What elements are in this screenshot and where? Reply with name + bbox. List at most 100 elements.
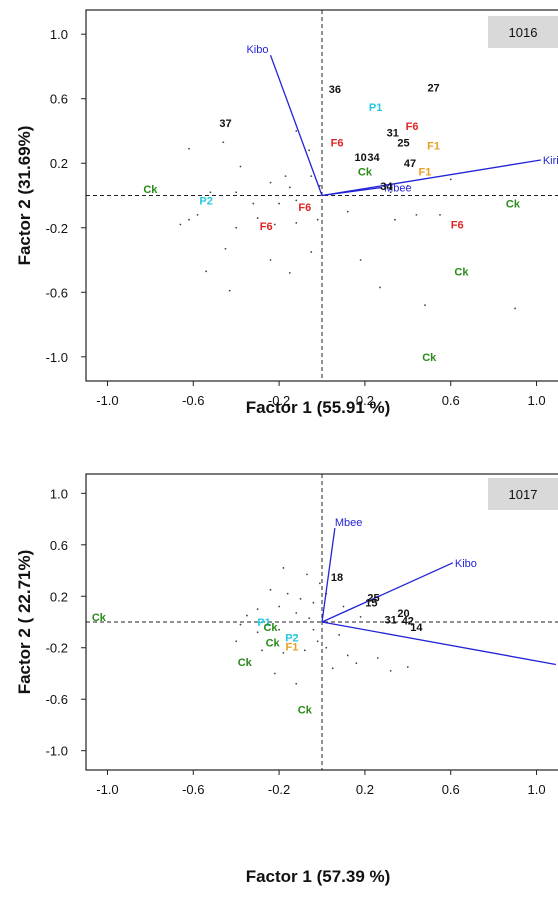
y-tick-label: -0.6	[46, 285, 68, 300]
observation-dot	[424, 304, 426, 307]
x-tick-label: 0.2	[356, 782, 374, 797]
x-tick-label: 1.0	[528, 393, 546, 408]
y-axis-label: Factor 2 ( 22.71%)	[15, 550, 34, 695]
observation-dot	[394, 218, 396, 221]
observation-dot	[222, 141, 225, 144]
observation-dot	[406, 666, 409, 668]
observation-dot	[359, 259, 362, 261]
observation-dot	[306, 573, 308, 576]
observation-dot	[331, 667, 334, 670]
observation-dot	[295, 612, 298, 614]
observation-dot	[415, 213, 418, 216]
observation-dot	[342, 605, 345, 608]
y-tick-label: -0.2	[46, 641, 68, 656]
point-label: 18	[331, 572, 343, 584]
x-tick-label: 0.6	[442, 782, 460, 797]
point-label: 34	[380, 181, 393, 193]
vector-mbee	[321, 186, 383, 197]
point-label: 47	[404, 158, 416, 170]
observation-dot	[325, 646, 328, 649]
point-label: 25	[367, 593, 379, 605]
observation-dot	[273, 672, 276, 675]
panel-id-box	[488, 478, 558, 510]
observation-dot	[228, 289, 231, 292]
observation-dot	[439, 213, 441, 216]
y-tick-label: 0.2	[50, 589, 68, 604]
vector-kiri	[321, 159, 541, 197]
point-label: P1	[369, 102, 382, 114]
observation-dot	[379, 286, 381, 289]
observation-dot	[316, 218, 319, 221]
observation-dot	[282, 651, 285, 654]
y-tick-label: -1.0	[46, 350, 68, 365]
y-tick-label: -1.0	[46, 744, 68, 759]
y-tick-label: 1.0	[50, 486, 68, 501]
panel-id-label: 1016	[509, 25, 538, 40]
biplot-1016: 1016 -1.0 -0.6 -0.2 0.2 0.6 1.0 1.0 0.6 0.2 -0.2 -0…	[15, 9, 558, 417]
vector-label: Mbee	[384, 182, 412, 194]
vector-label: Kibo	[246, 44, 268, 56]
observation-dot	[299, 597, 302, 600]
point-label: F6	[260, 221, 273, 233]
point-label: F1	[419, 166, 432, 178]
y-tick-label: -0.2	[46, 221, 68, 236]
observation-dot	[308, 149, 311, 152]
observation-dot	[188, 147, 190, 150]
observation-dot	[269, 588, 272, 591]
observation-dot	[209, 191, 212, 194]
y-tick-label: 1.0	[50, 27, 68, 42]
vector-mbee	[321, 527, 336, 623]
biplot-1017: 1017 -1.0 -0.6 -0.2 0.2 0.6 1.0 1.0 0.6 0.2 -0.2 -0…	[15, 473, 558, 886]
x-tick-label: -0.6	[182, 782, 204, 797]
observation-dot	[284, 175, 287, 178]
observation-dot	[449, 178, 452, 181]
observation-dot	[239, 623, 242, 626]
observation-dot	[346, 654, 349, 657]
point-label: 31	[385, 614, 397, 626]
point-label: Ck	[143, 184, 158, 196]
x-tick-label: -0.2	[268, 393, 290, 408]
vector-label: Kiri	[543, 155, 558, 167]
observation-dot	[514, 307, 516, 310]
observation-dot	[355, 662, 358, 665]
vector-kibo	[269, 54, 323, 196]
x-tick-label: 1.0	[528, 782, 546, 797]
y-tick-label: -0.6	[46, 692, 68, 707]
observation-dot	[318, 184, 321, 187]
point-label: Ck	[506, 199, 521, 211]
observation-dot	[286, 592, 289, 595]
point-label: 27	[427, 82, 439, 94]
point-label: P1	[257, 617, 270, 629]
x-tick-label: -1.0	[96, 393, 118, 408]
observation-dot	[310, 175, 313, 178]
point-label: 37	[219, 118, 231, 130]
panel-id-label: 1017	[509, 487, 538, 502]
observation-dot	[256, 217, 259, 219]
point-label: 36	[329, 84, 341, 96]
observation-dot	[269, 259, 272, 261]
vector-kiri	[321, 621, 556, 666]
point-label: F6	[331, 137, 344, 149]
observation-dot	[288, 186, 291, 189]
observation-dot	[205, 270, 208, 273]
observation-dot	[295, 633, 298, 636]
x-tick-label: -1.0	[96, 782, 118, 797]
point-label: Ck	[263, 622, 278, 634]
observation-dot	[235, 640, 238, 643]
observation-dot	[312, 628, 315, 631]
point-label: Ck	[358, 166, 373, 178]
observation-dot	[256, 631, 259, 634]
observation-dot	[316, 640, 319, 643]
observation-dot	[288, 272, 291, 274]
observation-dot	[235, 191, 238, 194]
observation-dot	[310, 251, 313, 253]
y-axis-label: Factor 2 (31.69%)	[15, 126, 34, 266]
observation-dot	[278, 605, 280, 608]
observation-dot	[278, 628, 280, 631]
observation-dot	[188, 218, 190, 221]
point-label: 15	[365, 598, 377, 610]
observation-dot	[179, 223, 182, 226]
point-label: P2	[199, 195, 212, 207]
y-tick-label: 0.6	[50, 538, 68, 553]
